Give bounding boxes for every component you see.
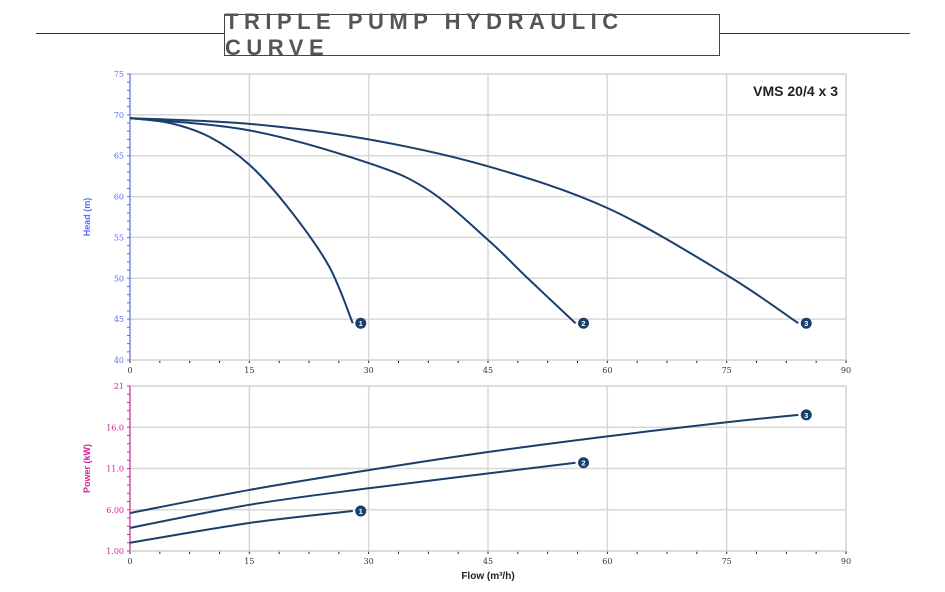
power-curve-1 [129,509,353,544]
title-rule-left [36,33,224,34]
power-curve-marker-label: 2 [581,459,585,468]
head-y-tick-label: 70 [114,111,124,120]
head-curve-marker-label: 3 [804,319,808,328]
title-rule-right [720,33,910,34]
power-y-axis-label: Power (kW) [82,444,92,493]
head-curve-1 [129,117,354,324]
head-x-tick-label: 0 [127,366,132,375]
head-y-tick-label: 50 [114,274,124,283]
power-x-tick-label: 45 [483,557,493,566]
head-y-axis-label: Head (m) [82,198,92,237]
power-x-tick-label: 75 [722,557,732,566]
power-x-tick-label: 60 [602,557,612,566]
head-y-tick-label: 75 [114,70,124,79]
head-curve-3 [129,117,799,325]
power-x-tick-label: 15 [244,557,254,566]
power-x-tick-label: 30 [364,557,374,566]
head-curve-marker-label: 2 [581,319,585,328]
head-x-tick-label: 60 [602,366,612,375]
head-y-tick-label: 55 [114,233,124,242]
power-y-tick-label: 21 [114,382,124,391]
head-curve-marker-3 [800,317,812,329]
power-y-tick-label: 1.00 [106,547,124,556]
head-y-tick-label: 60 [114,193,124,202]
power-curve-marker-label: 1 [359,507,363,516]
power-y-tick-label: 6.00 [106,506,124,515]
power-x-tick-label: 90 [841,557,851,566]
head-curve-marker-1 [355,317,367,329]
head-y-tick-label: 40 [114,356,124,365]
power-x-tick-label: 0 [127,557,132,566]
page-title: TRIPLE PUMP HYDRAULIC CURVE [224,9,720,60]
power-curve-marker-2 [578,457,590,469]
head-curve-marker-2 [578,317,590,329]
head-x-tick-label: 90 [841,366,851,375]
head-x-tick-label: 15 [244,366,254,375]
head-curve-2 [129,117,577,324]
model-label: VMS 20/4 x 3 [753,83,838,99]
power-curve-3 [129,413,799,515]
head-y-tick-label: 45 [114,315,124,324]
head-x-tick-label: 75 [722,366,732,375]
head-x-tick-label: 45 [483,366,493,375]
head-curve-marker-label: 1 [359,319,363,328]
x-axis-label: Flow (m³/h) [461,571,514,582]
power-curve-2 [129,461,576,529]
power-curve-marker-label: 3 [804,411,808,420]
head-x-tick-label: 30 [364,366,374,375]
power-y-tick-label: 16.0 [106,423,124,432]
head-y-tick-label: 65 [114,152,124,161]
power-curve-marker-3 [800,409,812,421]
power-y-tick-label: 11.0 [106,465,124,474]
power-curve-marker-1 [355,505,367,517]
